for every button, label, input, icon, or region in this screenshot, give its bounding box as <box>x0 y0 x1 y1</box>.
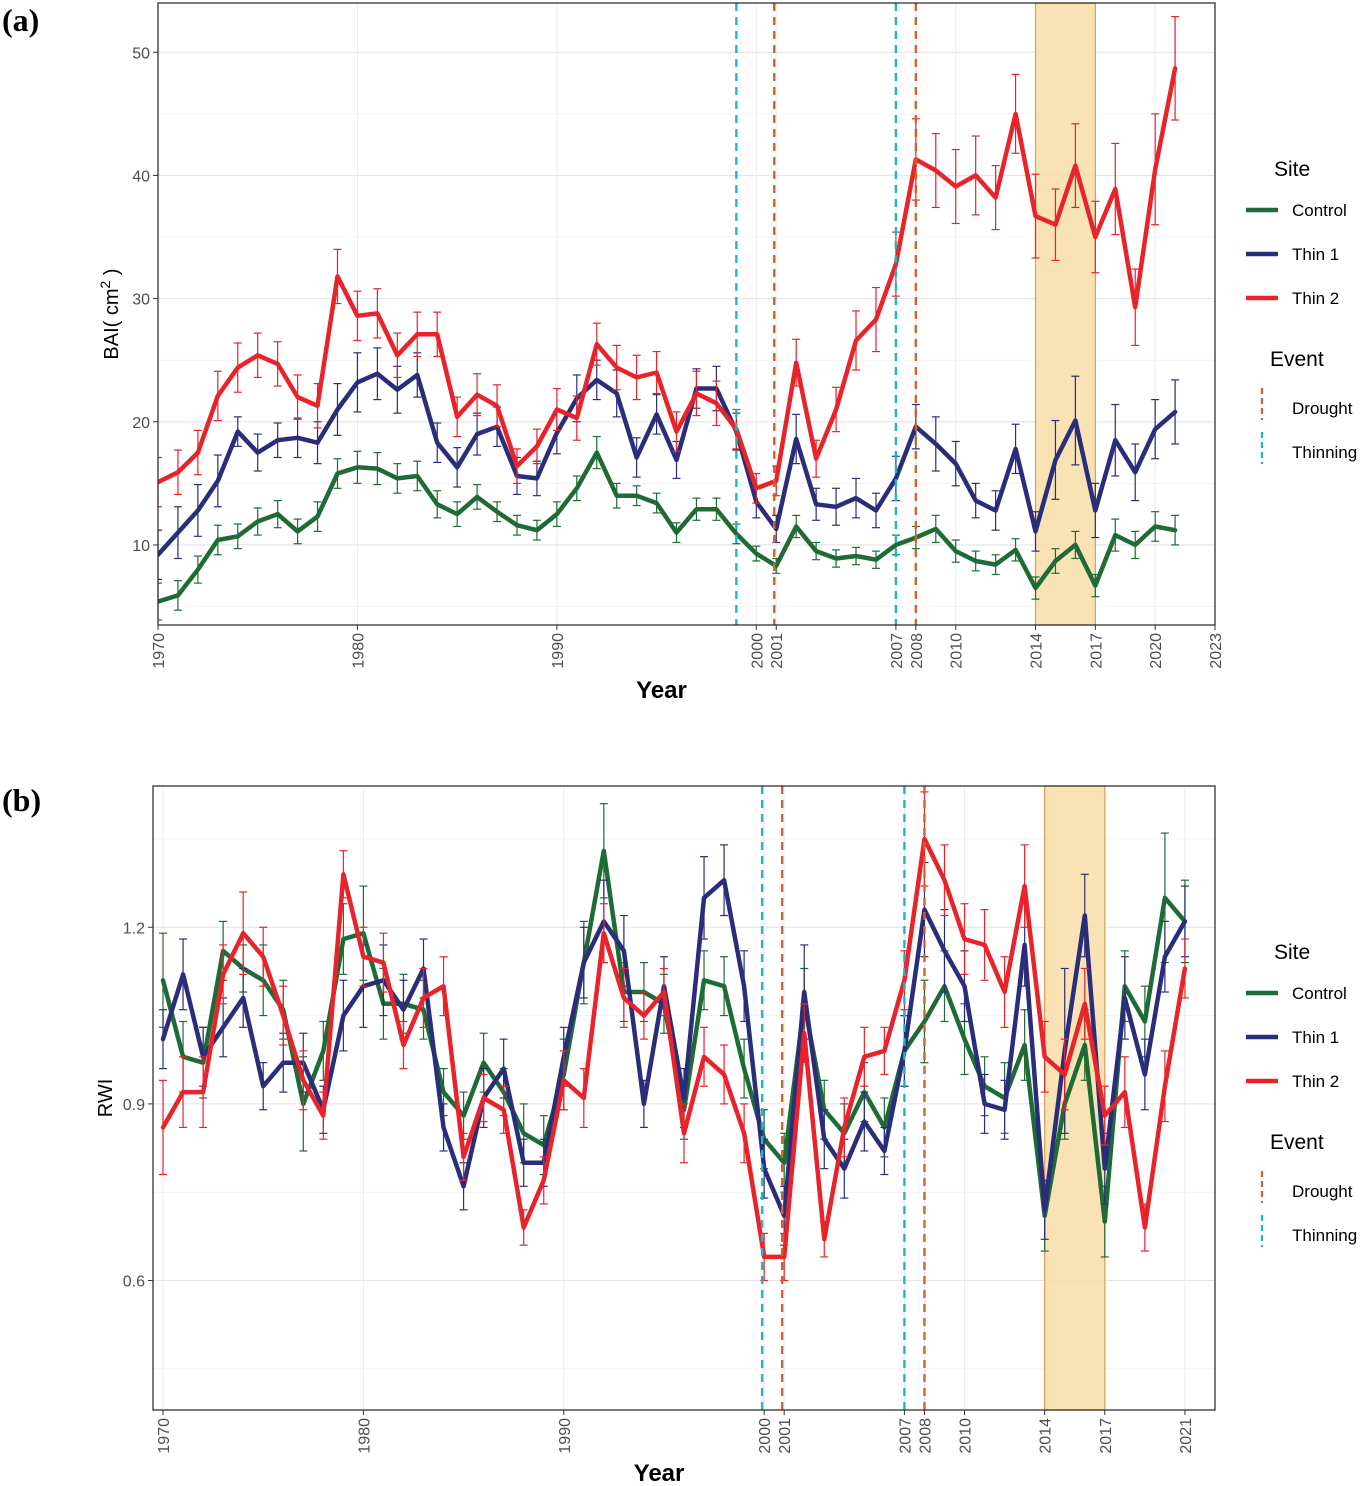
x-tick-label: 2007 <box>897 1418 914 1454</box>
legend-item-control: Control <box>1292 984 1347 1003</box>
legend-b: Site Control Thin 1 Thin 2 Event Drought Thinn… <box>1246 941 1357 1247</box>
x-tick-label: 1970 <box>156 1418 173 1454</box>
drought-period-shade <box>1044 785 1106 1411</box>
x-tick-label: 1980 <box>356 1418 373 1454</box>
y-tick-label: 0.6 <box>123 1273 145 1290</box>
legend-item-thin-2: Thin 2 <box>1292 1072 1339 1091</box>
legend-item-control: Control <box>1292 201 1347 220</box>
legend-a: Site Control Thin 1 Thin 2 Event Drought Thinn… <box>1246 158 1357 464</box>
series-thin-1 <box>158 347 1180 581</box>
x-tick-label: 2001 <box>769 633 786 669</box>
series-line-thin-2 <box>160 836 1188 1260</box>
x-tick-label: 2021 <box>1178 1418 1195 1454</box>
x-tick-label: 2017 <box>1098 1418 1115 1454</box>
series-thin-2 <box>158 15 1180 508</box>
panel-a-plot: 10 20 30 40 50 1970 1980 1990 2000 2001 2007 2008 20… <box>97 2 1225 704</box>
plot-border <box>157 2 1216 626</box>
x-tick-label: 2020 <box>1148 633 1165 669</box>
legend-item-thin-2: Thin 2 <box>1292 289 1339 308</box>
series-line-thin-2 <box>158 66 1178 491</box>
x-tick-label: 2014 <box>1029 633 1046 669</box>
x-tick-label: 2017 <box>1088 633 1105 669</box>
series-thin-2 <box>159 791 1189 1282</box>
y-tick-label: 40 <box>132 168 150 185</box>
x-tick-label: 2000 <box>757 1418 774 1454</box>
legend-item-thinning: Thinning <box>1292 443 1357 462</box>
series-line-thin-1 <box>160 877 1188 1218</box>
x-tick-label: 2010 <box>958 1418 975 1454</box>
x-tick-label: 1970 <box>151 633 168 669</box>
x-tick-label: 1980 <box>350 633 367 669</box>
series-thin-1 <box>159 844 1189 1246</box>
legend-item-thin-1: Thin 1 <box>1292 245 1339 264</box>
legend-event-title: Event <box>1270 348 1324 371</box>
y-tick-label: 30 <box>132 292 150 309</box>
panel-a-label: (a) <box>2 2 40 38</box>
y-axis-title: RWI <box>95 1079 117 1118</box>
legend-event-title: Event <box>1270 1131 1324 1154</box>
x-axis-title: Year <box>634 1460 685 1486</box>
x-tick-label: 2014 <box>1038 1418 1055 1454</box>
series-line-control <box>158 450 1178 604</box>
series-line-thin-1 <box>158 371 1178 558</box>
y-tick-label: 10 <box>132 538 150 555</box>
legend-item-drought: Drought <box>1292 1182 1353 1201</box>
drought-period-shade <box>1034 2 1096 626</box>
legend-site-title: Site <box>1274 941 1310 964</box>
x-tick-label: 2008 <box>909 633 926 669</box>
x-tick-label: 2010 <box>949 633 966 669</box>
legend-item-thin-1: Thin 1 <box>1292 1028 1339 1047</box>
series-control <box>158 435 1180 621</box>
y-tick-label: 0.9 <box>123 1097 145 1114</box>
x-tick-label: 2000 <box>749 633 766 669</box>
x-tick-label: 1990 <box>557 1418 574 1454</box>
x-tick-label: 1990 <box>550 633 567 669</box>
x-tick-label: 2008 <box>917 1418 934 1454</box>
legend-site-title: Site <box>1274 158 1310 181</box>
x-tick-label: 2001 <box>777 1418 794 1454</box>
plot-border <box>152 785 1216 1411</box>
x-tick-label: 2023 <box>1208 633 1225 669</box>
panel-b-label: (b) <box>2 782 42 818</box>
y-axis-title: BAI( cm2 ) <box>97 268 123 359</box>
panel-b-plot: 0.6 0.9 1.2 1970 1980 1990 2000 2001 2007 2008 201… <box>95 785 1216 1486</box>
y-tick-label: 20 <box>132 415 150 432</box>
x-axis-title: Year <box>636 677 687 704</box>
y-tick-label: 50 <box>132 45 150 62</box>
y-tick-label: 1.2 <box>123 920 145 937</box>
x-tick-label: 2007 <box>889 633 906 669</box>
legend-item-thinning: Thinning <box>1292 1226 1357 1245</box>
legend-item-drought: Drought <box>1292 399 1353 418</box>
